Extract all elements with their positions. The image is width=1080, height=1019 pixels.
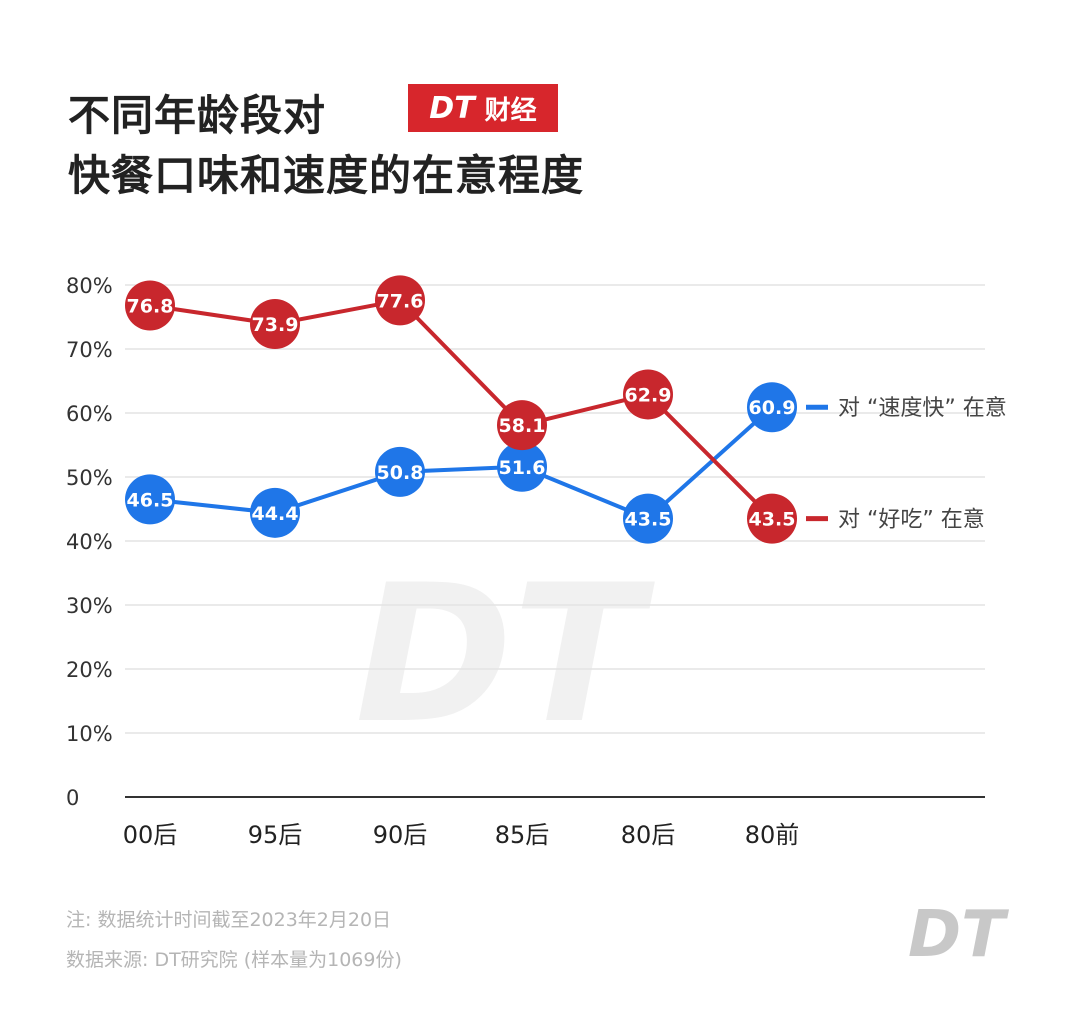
data-point [623,493,673,544]
y-tick-label: 60% [66,402,113,426]
data-label: 50.8 [377,462,424,484]
data-point [125,280,175,331]
data-label: 51.6 [499,457,546,479]
brand-logo: DT [429,90,475,126]
y-tick-label: 20% [66,658,113,682]
x-tick-label: 80后 [621,821,676,849]
data-label: 73.9 [252,314,299,336]
data-label: 43.5 [625,509,672,531]
data-point [250,487,300,538]
data-label: 77.6 [377,290,424,312]
series-line [149,298,774,521]
x-tick-label: 80前 [745,821,800,849]
footer-source: 数据来源: DT研究院 (样本量为1069份) [66,949,402,971]
y-tick-label: 40% [66,530,113,554]
data-label: 43.5 [749,509,796,531]
y-tick-label: 30% [66,594,113,618]
legend-label: 对 “速度快” 在意 [838,396,1007,421]
x-tick-label: 85后 [495,821,550,849]
data-point [747,493,797,544]
data-point [497,441,547,492]
data-point [747,382,797,433]
data-label: 60.9 [749,397,796,419]
data-point [125,474,175,525]
data-label: 58.1 [499,415,546,437]
y-tick-label: 50% [66,466,113,490]
brand-label: 财经 [484,95,537,126]
data-label: 76.8 [127,295,174,317]
data-point [623,369,673,420]
title-line-1: 不同年龄段对 [68,91,327,140]
data-label: 46.5 [127,489,174,511]
x-tick-label: 00后 [123,821,178,849]
data-label: 44.4 [252,503,299,525]
data-label: 62.9 [625,384,672,406]
watermark-dt: DT [355,544,656,765]
x-tick-label: 95后 [248,821,303,849]
x-tick-label: 90后 [373,821,428,849]
legend-label: 对 “好吃” 在意 [838,508,985,533]
data-point [497,400,547,451]
footer-note: 注: 数据统计时间截至2023年2月20日 [66,909,392,931]
data-point [375,275,425,326]
data-point [375,446,425,497]
title-line-2: 快餐口味和速度的在意程度 [68,151,585,200]
data-point [250,299,300,350]
y-tick-label: 10% [66,722,113,746]
line-chart: DT 0 10% 20% 30% 40% 50% 60% 70% 80% 00后 95后 90后 85后 8… [66,274,1007,849]
dt-logo: DT [908,898,1005,972]
y-tick-label: 80% [66,274,113,298]
brand-badge: DT 财经 [408,84,558,132]
y-tick-label: 0 [66,786,79,810]
y-tick-label: 70% [66,338,113,362]
